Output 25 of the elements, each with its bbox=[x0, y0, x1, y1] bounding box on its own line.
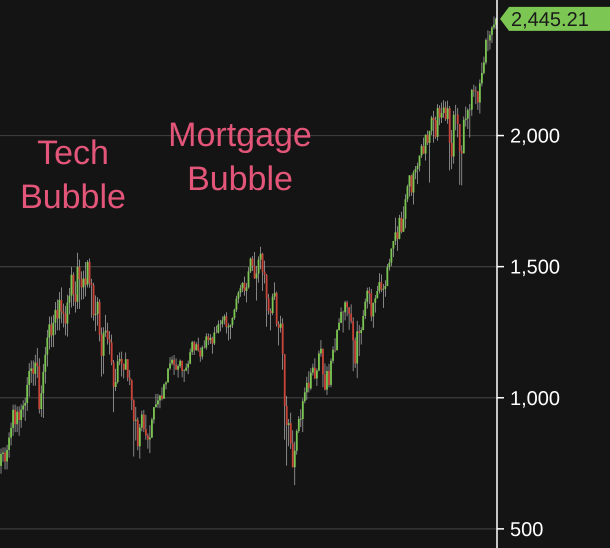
candlestick bbox=[326, 366, 328, 396]
candlestick bbox=[390, 248, 392, 266]
y-tick-label: 500 bbox=[510, 518, 544, 541]
candlestick bbox=[412, 170, 414, 205]
candlestick bbox=[4, 447, 6, 470]
candlestick bbox=[84, 262, 86, 297]
candlestick bbox=[310, 368, 312, 390]
annotation: Mortgage Bubble bbox=[168, 116, 312, 198]
candlestick bbox=[58, 292, 60, 331]
candlestick bbox=[219, 320, 222, 332]
candlestick bbox=[181, 360, 184, 378]
candlestick bbox=[424, 134, 426, 161]
candlestick bbox=[14, 404, 16, 432]
candlestick bbox=[18, 406, 20, 436]
candlestick bbox=[16, 406, 18, 432]
candlestick bbox=[163, 383, 165, 400]
text: 2,445.21 bbox=[511, 9, 589, 32]
y-tick-label: 1,000 bbox=[510, 388, 560, 410]
candlestick bbox=[432, 110, 435, 143]
candlestick bbox=[157, 394, 159, 408]
y-tick-label: 1,500 bbox=[510, 256, 560, 279]
candlestick bbox=[173, 354, 175, 376]
annotation: Tech Bubble bbox=[20, 134, 126, 216]
candlestick bbox=[0, 448, 2, 474]
y-tick-label: 2,000 bbox=[510, 126, 560, 148]
